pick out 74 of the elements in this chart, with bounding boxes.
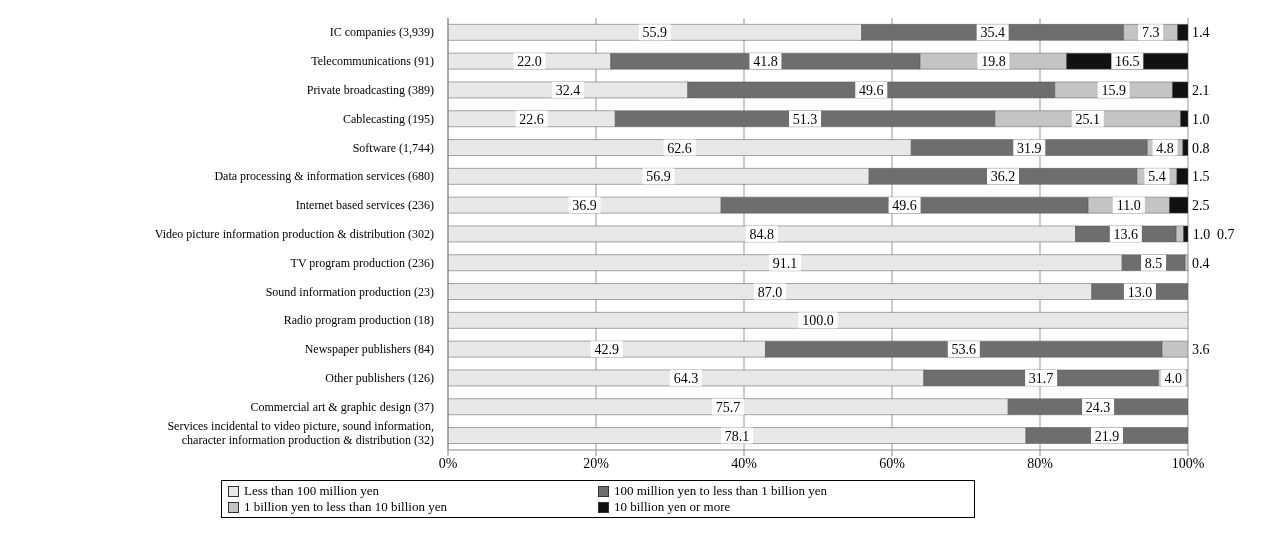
data-label: 42.9 [594,342,619,358]
data-label: 1.5 [1192,169,1210,185]
data-label: 84.8 [749,226,775,242]
bar [448,312,1188,329]
data-label: 1.0 [1192,111,1210,127]
data-label: 2.1 [1192,82,1210,98]
y-tick-label: Other publishers (126) [325,371,434,385]
data-label: 5.4 [1148,169,1166,185]
data-label: 0.4 [1192,255,1210,271]
data-label: 64.3 [673,370,699,386]
x-tick-label: 60% [879,455,906,471]
y-tick-label: Commercial art & graphic design (37) [250,399,434,414]
legend-label: 1 billion yen to less than 10 billion yen [244,499,447,515]
data-label: 8.5 [1144,255,1163,271]
data-label: 36.9 [572,198,597,214]
legend-label: 10 billion yen or more [614,499,731,515]
data-label: 1.4 [1192,25,1210,41]
x-tick-label: 80% [1027,455,1054,471]
data-label: 49.6 [859,82,884,98]
data-label: 87.0 [757,284,783,300]
data-label: 22.6 [519,111,544,127]
data-label: 13.6 [1113,226,1139,242]
data-label: 25.1 [1075,111,1100,127]
data-label: 13.0 [1127,284,1153,300]
data-label: 4.0 [1164,370,1182,386]
data-label: 21.9 [1094,428,1120,444]
y-tick-label: Newspaper publishers (84) [304,342,434,357]
y-tick-label: Cablecasting (195) [343,111,434,126]
data-label: 78.1 [724,428,750,444]
data-label: 55.9 [642,25,668,41]
y-tick-label: Services incidental to video picture, sound information, character information production & distribution (32) [167,418,434,447]
data-label: 1.0 [1192,226,1211,242]
data-label: 75.7 [715,399,741,415]
legend-label: 100 million yen to less than 1 billion yen [614,483,828,499]
data-label: 31.7 [1028,370,1054,386]
data-label: 51.3 [792,111,818,127]
data-label: 49.6 [892,198,917,214]
data-label: 2.5 [1192,198,1210,214]
data-label: 56.9 [646,169,671,185]
x-tick-label: 0% [438,455,458,471]
y-tick-label: Video picture information production & distribution (302) [154,227,434,241]
data-label: 62.6 [667,140,692,156]
data-label: 3.6 [1192,342,1210,358]
y-tick-label: Software (1,744) [352,140,434,155]
y-tick-label: Data processing & information services (680) [214,169,434,184]
y-tick-label: Private broadcasting (389) [306,83,434,97]
data-label: 24.3 [1085,399,1111,415]
data-label: 41.8 [753,54,778,70]
data-label: 91.1 [772,255,798,271]
data-label: 36.2 [990,169,1016,185]
data-label: 11.0 [1116,198,1141,214]
data-label: 100.0 [802,313,834,329]
y-tick-label: Internet based services (236) [295,198,434,213]
x-tick-label: 20% [583,455,610,471]
data-label: 35.4 [980,25,1005,41]
data-label: 15.9 [1101,82,1126,98]
legend-label: Less than 100 million yen [244,483,380,499]
data-label: 32.4 [555,82,581,98]
data-label: 16.5 [1115,54,1140,70]
y-tick-label: Sound information production (23) [265,284,434,299]
data-label: 7.3 [1141,25,1160,41]
y-tick-label: TV program production (236) [290,255,434,270]
y-tick-label: Telecommunications (91) [311,54,434,69]
y-tick-label: Radio program production (18) [283,313,434,328]
data-label: 0.8 [1192,140,1210,156]
data-label: 4.8 [1156,140,1174,156]
y-tick-label: IC companies (3,939) [329,25,434,40]
x-tick-label: 40% [731,455,758,471]
data-label: 53.6 [951,342,977,358]
x-tick-label: 100% [1171,455,1205,471]
data-label: 19.8 [981,54,1006,70]
data-label: 0.7 [1217,226,1235,242]
data-label: 31.9 [1017,140,1042,156]
data-label: 22.0 [517,54,542,70]
